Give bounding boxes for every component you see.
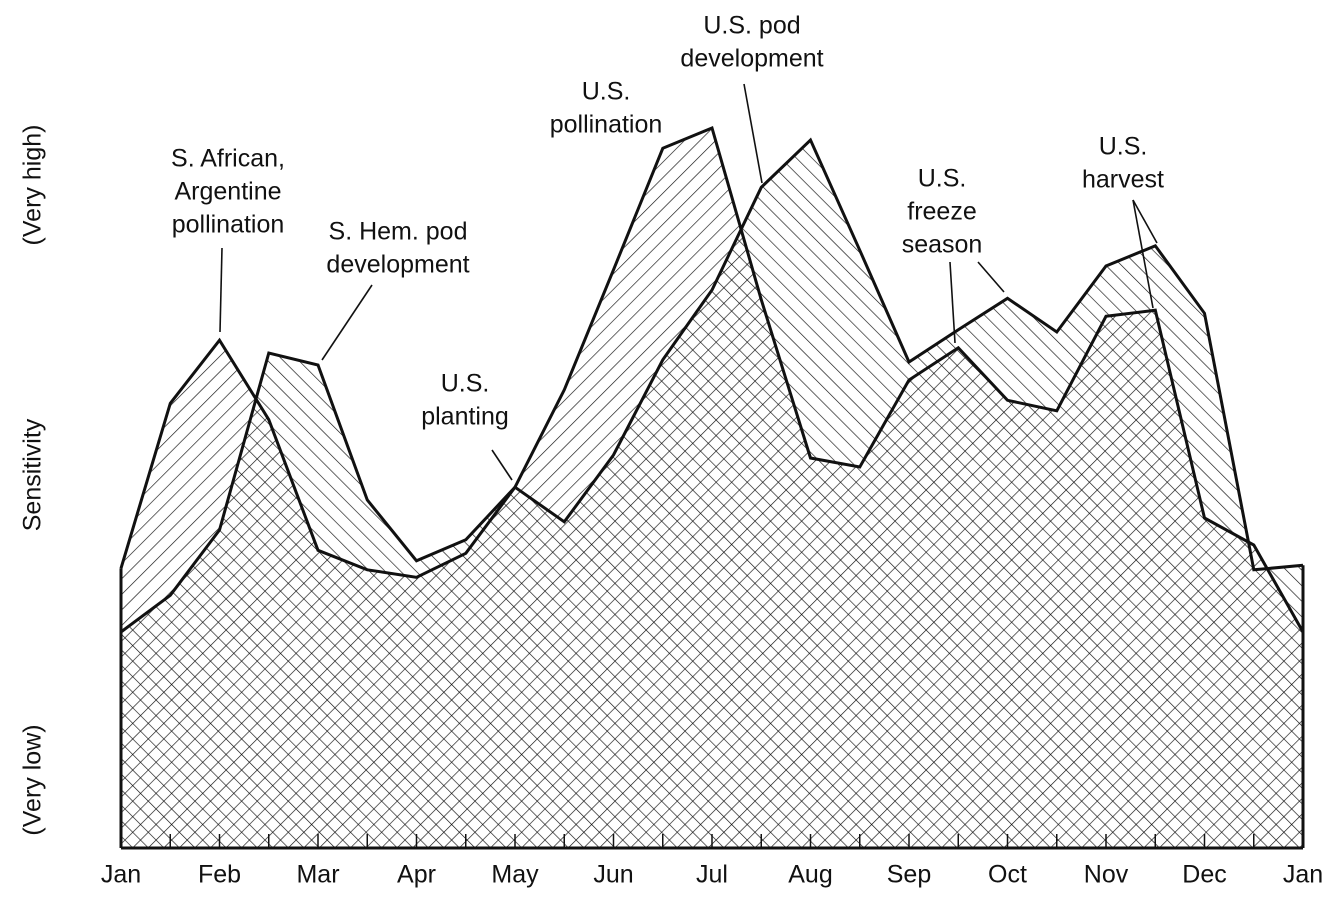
annotation-text: pollination <box>172 211 285 239</box>
annotation-text: S. Hem. pod <box>329 218 468 246</box>
annotation-text: U.S. <box>441 370 490 398</box>
annotation-text: development <box>326 251 469 279</box>
x-tick-label: Jun <box>593 861 633 889</box>
x-tick-label: Feb <box>198 861 241 889</box>
axes: Jan Feb Mar Apr May Jun Jul Aug Sep Oct Nov Dec Jan (… <box>19 125 1324 889</box>
y-axis-label: (Very low) <box>19 724 47 835</box>
annotation-text: U.S. <box>918 165 967 193</box>
annotation-text: harvest <box>1082 166 1164 194</box>
annotation-text: Argentine <box>174 178 281 206</box>
annotation-arrow <box>977 261 1005 293</box>
annotations: S. African, Argentine pollination S. Hem. p… <box>171 12 1164 481</box>
x-tick-label: Nov <box>1084 861 1129 889</box>
annotation-text: U.S. <box>582 78 631 106</box>
annotation-text: U.S. pod <box>703 12 800 40</box>
annotation-arrow <box>491 449 513 481</box>
annotation-text: freeze <box>907 198 976 226</box>
annotation-text: pollination <box>550 111 663 139</box>
x-tick-label: Apr <box>397 861 436 889</box>
series-line <box>119 125 1305 633</box>
annotation-text: planting <box>421 403 509 431</box>
annotation-text: season <box>902 231 983 259</box>
x-tick-label: May <box>491 861 539 889</box>
y-axis-label: Sensitivity <box>19 418 47 531</box>
annotation-arrow <box>219 247 223 333</box>
annotation-text: development <box>680 45 823 73</box>
x-tick-label: Dec <box>1182 861 1226 889</box>
x-tick-label: Sep <box>887 861 931 889</box>
series-line <box>120 137 1304 634</box>
area-fill <box>121 140 1303 848</box>
x-tick-label: Aug <box>788 861 832 889</box>
annotation-text: U.S. <box>1099 133 1148 161</box>
annotation-text: S. African, <box>171 145 285 173</box>
x-tick-label: Mar <box>296 861 339 889</box>
y-axis-label: (Very high) <box>19 125 47 246</box>
annotation-arrow <box>1132 199 1158 244</box>
annotation-arrow <box>743 83 763 184</box>
areas <box>119 125 1305 848</box>
x-tick-label: Jul <box>696 861 728 889</box>
annotation-arrow <box>321 284 373 361</box>
annotation-arrow <box>1132 199 1154 309</box>
annotation-arrow <box>949 261 956 344</box>
x-tick-label: Oct <box>988 861 1027 889</box>
x-tick-label: Jan <box>101 861 141 889</box>
x-tick-label: Jan <box>1283 861 1323 889</box>
